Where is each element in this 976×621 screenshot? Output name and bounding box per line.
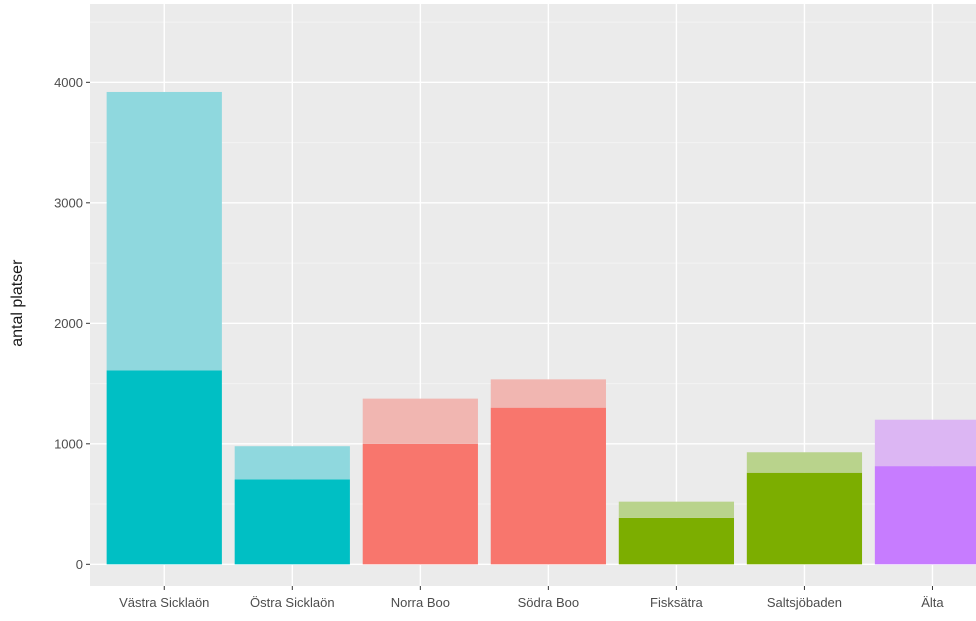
x-tick-label: Älta	[921, 595, 944, 610]
bar-segment-1	[618, 501, 735, 518]
y-axis: 0 1000 2000 3000 4000	[54, 75, 90, 572]
bar-segment-1	[874, 419, 976, 467]
x-tick-label: Norra Boo	[391, 595, 450, 610]
bar-segment-0	[874, 466, 976, 565]
x-tick-label: Saltsjöbaden	[767, 595, 842, 610]
bars	[106, 91, 976, 565]
bar-segment-0	[106, 370, 222, 565]
bar-segment-0	[234, 479, 350, 565]
y-tick-label: 1000	[54, 436, 83, 451]
bar-segment-1	[234, 446, 350, 480]
y-tick-label: 0	[76, 557, 83, 572]
bar-segment-1	[106, 91, 222, 371]
bar-segment-1	[362, 398, 478, 444]
y-axis-title: antal platser	[9, 259, 26, 347]
bar-segment-0	[746, 472, 863, 565]
bar-segment-1	[490, 379, 606, 408]
bar-segment-0	[618, 517, 735, 565]
x-tick-label: Södra Boo	[518, 595, 579, 610]
y-tick-label: 2000	[54, 316, 83, 331]
bar-segment-0	[362, 443, 478, 565]
bar-segment-0	[490, 407, 606, 565]
bar-segment-1	[746, 452, 863, 473]
x-tick-label: Fisksätra	[650, 595, 704, 610]
x-tick-label: Östra Sicklaön	[250, 595, 335, 610]
x-axis: Västra Sicklaön Östra Sicklaön Norra Boo Sö…	[119, 586, 944, 610]
y-tick-label: 4000	[54, 75, 83, 90]
y-tick-label: 3000	[54, 195, 83, 210]
x-tick-label: Västra Sicklaön	[119, 595, 209, 610]
